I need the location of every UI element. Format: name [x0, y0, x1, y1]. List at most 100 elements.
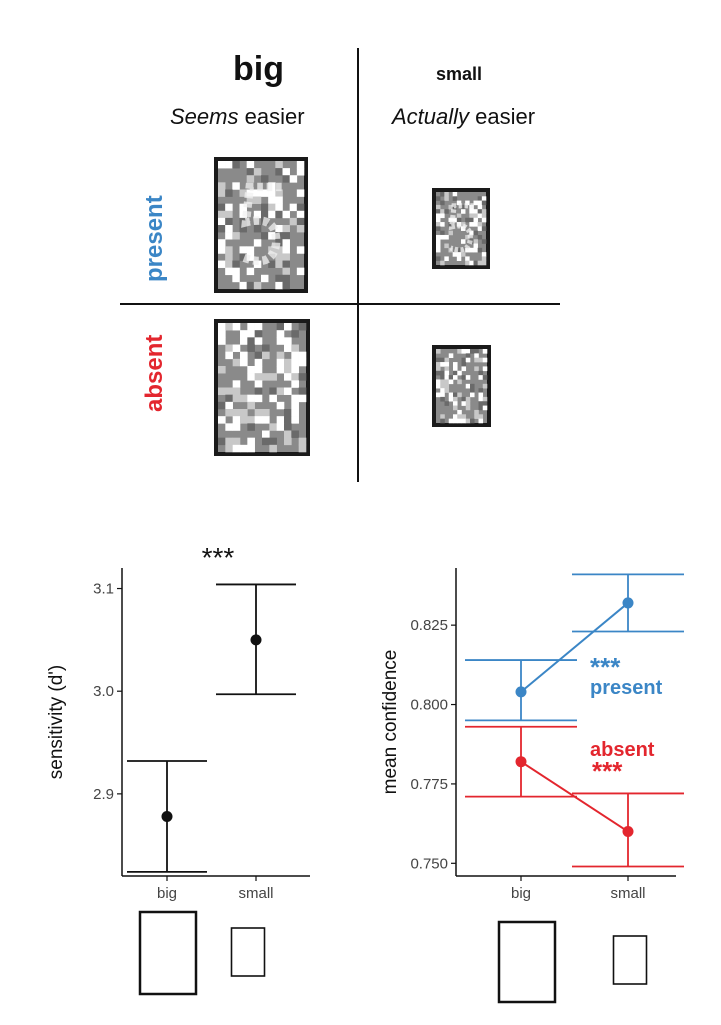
- noise-pixel: [225, 351, 233, 360]
- noise-pixel: [282, 168, 290, 176]
- noise-pixel: [440, 357, 445, 363]
- noise-pixel: [218, 437, 226, 446]
- noise-pixel: [275, 225, 283, 233]
- noise-pixel: [240, 444, 248, 453]
- noise-pixel: [296, 203, 305, 212]
- noise-pixel: [291, 344, 299, 352]
- noise-pixel: [298, 387, 307, 395]
- noise-pixel: [296, 189, 305, 197]
- noise-pixel: [470, 392, 475, 398]
- noise-pixel: [477, 209, 483, 214]
- x-tick-label: big: [511, 885, 531, 902]
- noise-pixel: [448, 353, 454, 359]
- noise-pixel: [282, 225, 290, 233]
- noise-pixel: [448, 418, 454, 424]
- noise-pixel: [225, 423, 233, 431]
- y-tick-label: 2.9: [93, 786, 114, 803]
- noise-pixel: [457, 349, 462, 354]
- noise-pixel: [440, 383, 445, 389]
- y-tick-label: 0.800: [410, 697, 448, 714]
- noise-pixel: [253, 168, 262, 176]
- noise-pixel: [440, 388, 445, 393]
- noise-pixel: [482, 366, 488, 372]
- noise-pixel: [298, 373, 307, 381]
- noise-pixel: [296, 267, 305, 276]
- noise-pixel: [440, 418, 445, 424]
- noise-pixel: [218, 260, 226, 268]
- noise-pixel: [456, 217, 462, 223]
- noise-pixel: [225, 217, 233, 226]
- noise-pixel: [461, 366, 467, 372]
- noise-pixel: [453, 405, 458, 411]
- noise-pixel: [440, 200, 445, 206]
- noise-pixel: [289, 203, 298, 212]
- noise-pixel: [284, 387, 292, 395]
- row-label-present: present: [141, 195, 168, 282]
- y-tick-label: 0.750: [410, 855, 448, 872]
- noise-pixel: [461, 252, 466, 257]
- noise-pixel: [284, 423, 292, 431]
- noise-pixel: [276, 330, 285, 338]
- noise-pixel: [275, 210, 283, 219]
- noise-pixel: [477, 234, 483, 240]
- noise-pixel: [247, 437, 255, 446]
- noise-pixel: [481, 200, 487, 206]
- noise-pixel: [253, 239, 262, 247]
- noise-pixel: [282, 246, 290, 254]
- noise-pixel: [444, 357, 450, 363]
- noise-pixel: [477, 226, 483, 231]
- noise-pixel: [282, 253, 290, 261]
- noise-pixel: [440, 392, 445, 398]
- noise-pixel: [478, 414, 484, 419]
- noise-pixel: [232, 380, 241, 388]
- noise-pixel: [261, 210, 269, 219]
- noise-pixel: [239, 203, 247, 212]
- absent-point: [622, 826, 634, 838]
- noise-pixel: [218, 387, 226, 395]
- noise-pixel: [254, 351, 263, 360]
- big-caption-emphasis: Seems: [170, 104, 239, 129]
- sensitivity-chart: 2.9 3.0 3.1 big small sensitivity (d') ***: [46, 542, 310, 996]
- noise-pixel: [218, 225, 226, 233]
- noise-pixel: [456, 256, 462, 262]
- noise-pixel: [282, 175, 290, 183]
- noise-pixel: [296, 161, 305, 169]
- noise-pixel: [284, 437, 292, 446]
- noise-pixel: [473, 222, 478, 227]
- noise-pixel: [296, 246, 305, 254]
- noise-pixel: [268, 260, 276, 268]
- noise-pixel: [254, 387, 263, 395]
- noise-pixel: [477, 200, 483, 206]
- noise-pixel: [474, 357, 479, 363]
- noise-pixel: [240, 358, 248, 367]
- noise-pixel: [473, 260, 478, 266]
- noise-pixel: [284, 358, 292, 367]
- noise-pixel: [478, 392, 484, 398]
- noise-pixel: [440, 230, 445, 236]
- noise-pixel: [470, 388, 475, 393]
- noise-pixel: [482, 383, 488, 389]
- noise-pixel: [461, 239, 466, 244]
- noise-pixel: [225, 323, 233, 331]
- noise-pixel: [453, 414, 458, 419]
- noise-pixel: [469, 209, 474, 214]
- noise-pixel: [465, 375, 471, 380]
- noise-pixel: [444, 388, 450, 393]
- big-caption: Seems easier: [170, 104, 305, 130]
- noise-pixel: [453, 401, 458, 406]
- legend-big-rect: [138, 910, 198, 996]
- noise-pixel: [477, 247, 483, 253]
- noise-pixel: [282, 281, 290, 290]
- noise-pixel: [470, 418, 475, 424]
- noise-pixel: [269, 437, 277, 446]
- noise-pixel: [461, 357, 467, 363]
- noise-pixel: [218, 330, 226, 338]
- noise-pixel: [473, 213, 478, 219]
- noise-pixel: [465, 217, 470, 223]
- digit-five-shape: [448, 203, 474, 253]
- noise-pixel: [282, 239, 290, 247]
- noise-pixel: [448, 379, 454, 385]
- noise-pixel: [232, 444, 241, 453]
- noise-pixel: [440, 192, 445, 197]
- noise-pixel: [225, 232, 233, 240]
